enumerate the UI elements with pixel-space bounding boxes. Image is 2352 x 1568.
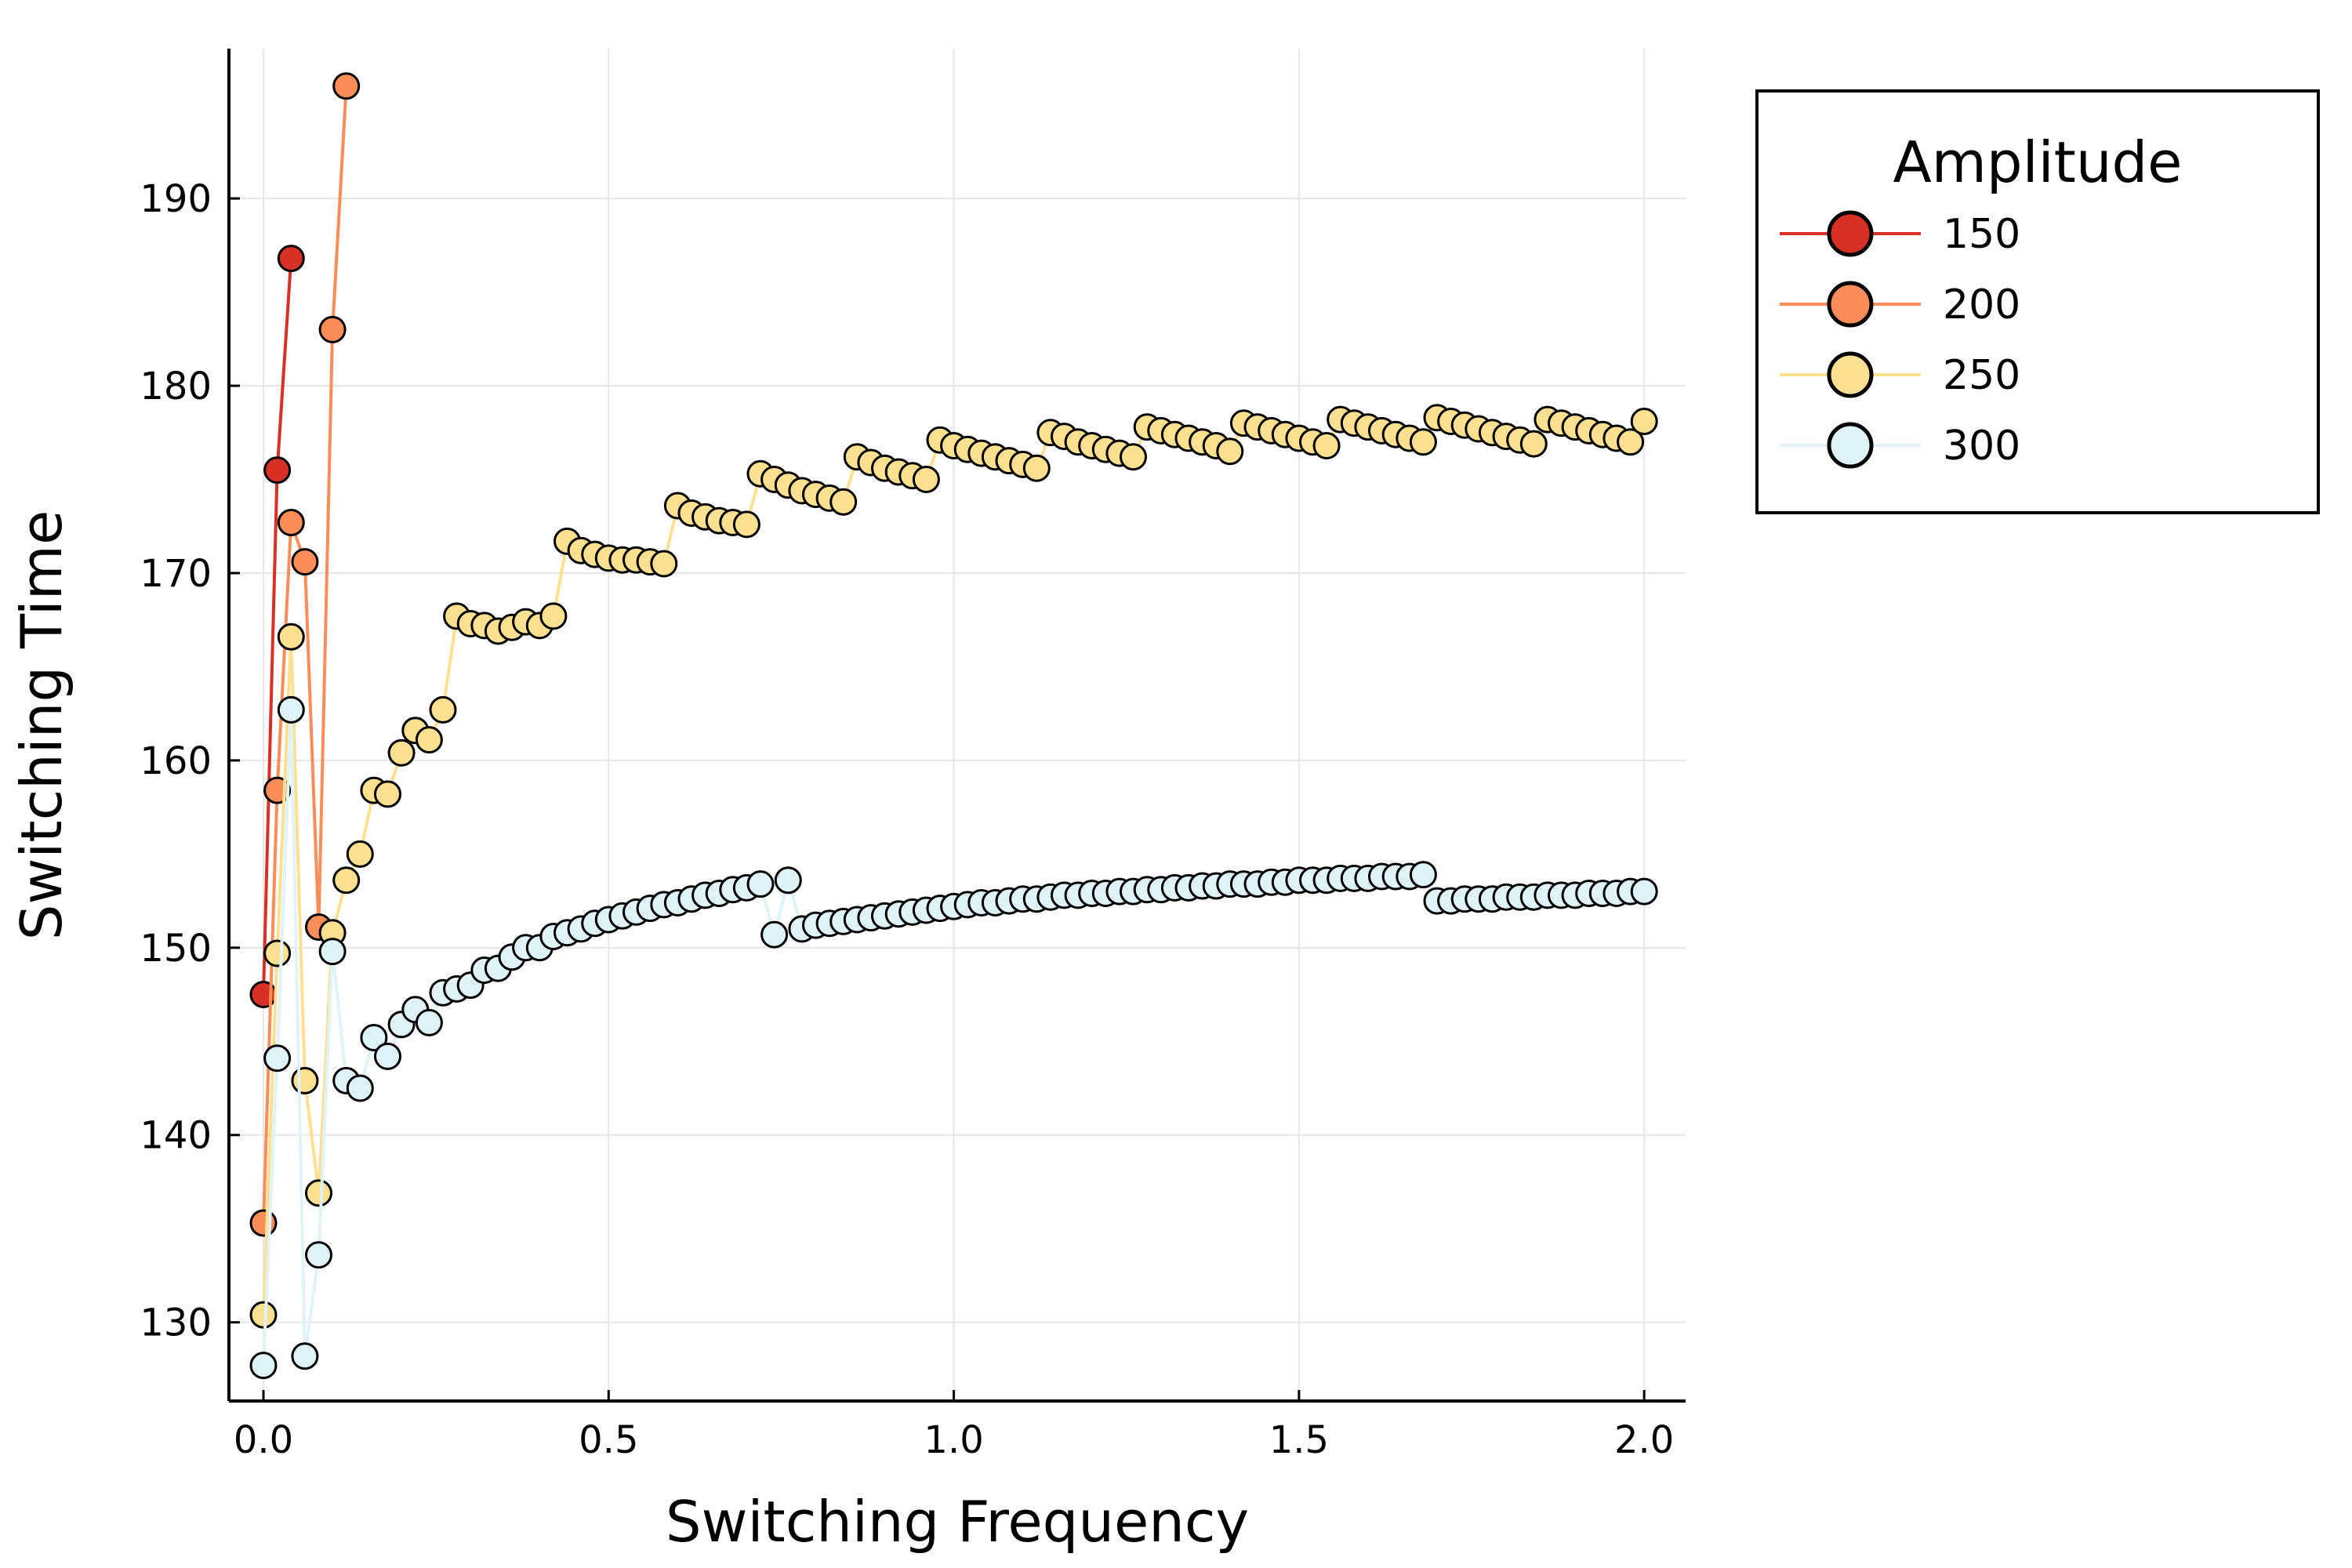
data-point-250 — [1216, 437, 1244, 466]
y-tick-label: 190 — [140, 177, 212, 221]
legend-entry-300: 300 — [1780, 422, 2020, 470]
legend-entry-250: 250 — [1780, 351, 2020, 399]
data-point-200 — [249, 1209, 278, 1237]
legend-marker-200 — [1827, 281, 1874, 328]
data-point-300 — [1630, 877, 1658, 906]
series-layer — [249, 72, 1658, 1380]
data-point-250 — [1022, 454, 1051, 482]
data-point-250 — [732, 510, 760, 539]
y-tick-label: 180 — [140, 365, 212, 408]
x-tick-label: 1.5 — [1269, 1418, 1329, 1462]
legend-label-250: 250 — [1943, 352, 2020, 399]
data-point-250 — [1617, 428, 1645, 456]
data-point-150 — [263, 456, 292, 485]
series-300 — [249, 695, 1658, 1380]
x-tick-label: 0.5 — [579, 1418, 638, 1462]
data-point-250 — [291, 1066, 319, 1094]
data-point-250 — [1312, 432, 1341, 459]
legend-label-150: 150 — [1943, 211, 2020, 258]
data-point-250 — [305, 1179, 332, 1207]
data-point-300 — [263, 1044, 292, 1073]
legend-entry-200: 200 — [1780, 281, 2020, 328]
data-point-300 — [305, 1241, 332, 1269]
data-point-250 — [387, 739, 416, 767]
legend-marker-150 — [1827, 210, 1874, 257]
data-point-250 — [415, 726, 443, 754]
data-point-300 — [346, 1074, 374, 1102]
data-point-300 — [291, 1342, 319, 1370]
x-axis-title: Switching Frequency — [666, 1489, 1249, 1555]
legend-marker-300 — [1827, 422, 1874, 469]
axes — [227, 49, 1686, 1403]
legend: Amplitude 150 200 250 300 — [1755, 89, 2320, 514]
y-tick-label: 170 — [140, 552, 212, 596]
x-tick-label: 2.0 — [1614, 1418, 1674, 1462]
data-point-300 — [360, 1024, 388, 1051]
data-point-150 — [277, 245, 305, 273]
data-point-300 — [415, 1008, 443, 1036]
data-point-250 — [429, 695, 457, 724]
data-point-250 — [346, 840, 374, 868]
x-tick-label: 1.0 — [924, 1418, 983, 1462]
data-point-250 — [277, 622, 305, 651]
y-tick-label: 140 — [140, 1114, 212, 1158]
y-axis-title: Switching Time — [9, 510, 74, 940]
data-point-200 — [318, 315, 347, 343]
data-point-250 — [374, 780, 401, 808]
y-tick-label: 130 — [140, 1301, 212, 1345]
legend-title: Amplitude — [1893, 129, 2183, 195]
data-point-250 — [539, 602, 568, 630]
data-point-300 — [760, 920, 789, 949]
legend-label-300: 300 — [1943, 423, 2020, 470]
data-point-250 — [263, 939, 292, 967]
data-point-250 — [332, 866, 361, 895]
data-point-250 — [1630, 408, 1658, 435]
legend-marker-250 — [1827, 351, 1874, 398]
data-point-200 — [277, 509, 305, 536]
data-point-200 — [291, 548, 319, 576]
legend-entry-150: 150 — [1780, 210, 2020, 258]
data-point-300 — [318, 938, 347, 966]
data-point-300 — [249, 1352, 278, 1380]
data-point-300 — [1409, 861, 1437, 889]
legend-label-200: 200 — [1943, 281, 2020, 328]
data-point-300 — [774, 866, 802, 895]
data-point-250 — [829, 488, 858, 516]
grid — [229, 49, 1686, 1401]
y-tick-label: 150 — [140, 927, 212, 971]
data-point-250 — [650, 550, 678, 578]
data-point-200 — [332, 72, 361, 100]
legend-entries: 150 200 250 300 — [1780, 210, 2020, 470]
data-point-250 — [249, 1301, 278, 1329]
ticks: 0.0 0.5 1.0 1.5 2.0 130 140 150 160 170 180 190 — [140, 177, 1674, 1462]
data-point-250 — [1519, 430, 1548, 458]
data-point-300 — [277, 695, 305, 724]
series-250 — [249, 404, 1658, 1329]
data-point-250 — [912, 466, 940, 493]
data-point-300 — [746, 870, 775, 898]
y-tick-label: 160 — [140, 739, 212, 783]
data-point-250 — [1409, 428, 1437, 456]
x-tick-label: 0.0 — [234, 1418, 293, 1462]
data-point-250 — [1120, 443, 1147, 471]
data-point-300 — [374, 1042, 401, 1070]
